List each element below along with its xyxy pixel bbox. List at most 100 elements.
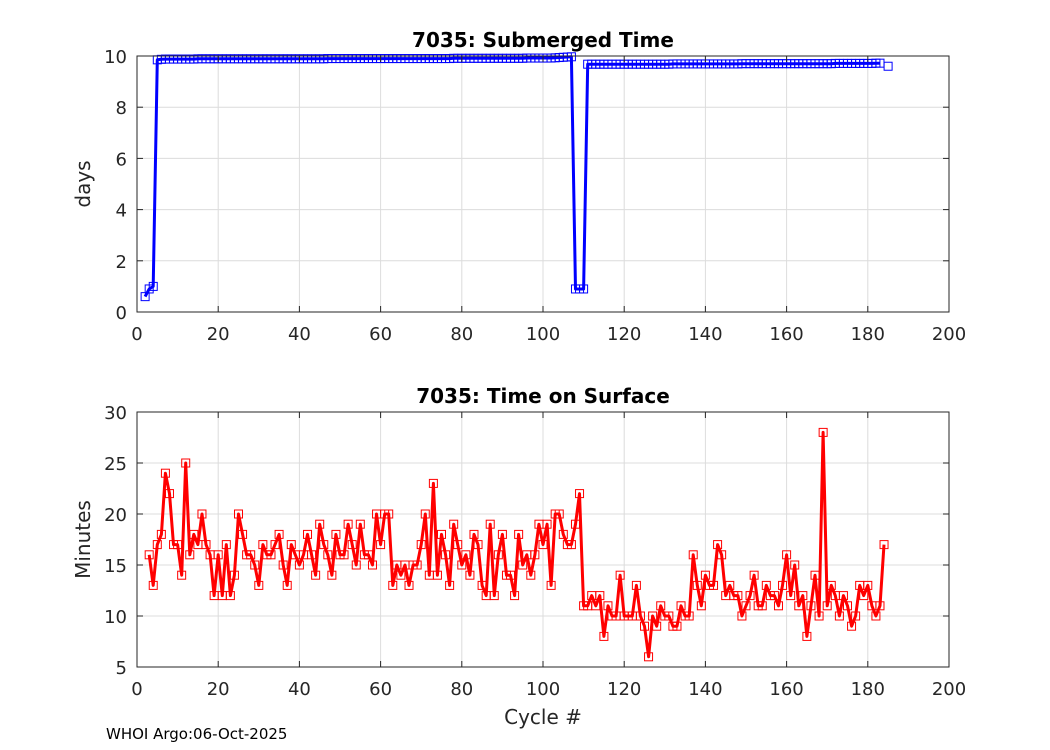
data-point: [851, 611, 861, 621]
data-point: [838, 591, 848, 601]
data-point: [834, 611, 844, 621]
x-tick-label: 100: [526, 679, 560, 700]
data-point: [802, 631, 812, 641]
data-point: [221, 540, 231, 550]
data-point: [469, 529, 479, 539]
data-point: [355, 519, 365, 529]
data-point: [319, 540, 329, 550]
data-point: [530, 550, 540, 560]
y-tick-label: 0: [116, 303, 127, 324]
x-tick-label: 180: [851, 679, 885, 700]
data-point: [274, 529, 284, 539]
data-point: [635, 611, 645, 621]
data-point: [566, 540, 576, 550]
data-point: [363, 550, 373, 560]
data-point: [246, 550, 256, 560]
data-point: [652, 621, 662, 631]
y-tick-label: 10: [104, 607, 127, 628]
data-point: [558, 529, 568, 539]
data-point: [307, 550, 317, 560]
data-point: [420, 509, 430, 519]
data-point: [152, 540, 162, 550]
data-point: [234, 509, 243, 519]
data-point: [225, 591, 235, 601]
data-point: [303, 529, 313, 539]
y-tick-label: 2: [116, 252, 127, 273]
data-point: [388, 580, 398, 590]
data-point: [473, 540, 483, 550]
data-point: [384, 509, 394, 519]
data-point: [185, 550, 195, 560]
data-point: [441, 550, 451, 560]
data-point: [148, 281, 158, 291]
x-tick-label: 120: [607, 324, 641, 345]
data-point: [294, 560, 304, 570]
data-point: [347, 540, 357, 550]
data-point: [883, 61, 893, 71]
y-tick-label: 10: [104, 47, 127, 68]
data-point: [591, 601, 601, 611]
y-tick-label: 5: [116, 658, 127, 679]
data-point: [201, 540, 211, 550]
data-point: [416, 540, 426, 550]
data-point: [270, 540, 280, 550]
data-point: [859, 591, 869, 601]
data-point: [814, 611, 824, 621]
x-tick-label: 200: [932, 679, 966, 700]
data-point: [518, 560, 528, 570]
data-point: [282, 580, 292, 590]
chart-2: 0 20 40 60 80 100 120 140 160 180 200 5 10 15 20 25 30 70…: [71, 384, 966, 729]
data-point: [603, 601, 613, 611]
data-point: [546, 580, 556, 590]
x-tick-label: 60: [369, 679, 392, 700]
data-point: [428, 478, 438, 488]
data-point: [315, 519, 325, 529]
chart-1: 0 20 40 60 80 100 120 140 160 180 200 0 2 4 6 8 10 7035: …: [71, 28, 966, 345]
data-point: [717, 550, 727, 560]
data-point: [160, 468, 170, 478]
x-tick-label: 140: [688, 679, 722, 700]
data-point: [595, 591, 605, 601]
data-point: [457, 560, 467, 570]
data-point: [477, 580, 487, 590]
data-point: [278, 560, 288, 570]
y-tick-label: 15: [104, 556, 127, 577]
chart-title: 7035: Time on Surface: [416, 384, 670, 408]
data-point: [323, 550, 333, 560]
data-point: [404, 580, 414, 590]
data-point: [570, 519, 580, 529]
data-point: [432, 570, 442, 580]
data-point: [173, 540, 183, 550]
data-point: [688, 550, 698, 560]
data-point: [351, 560, 361, 570]
data-point: [692, 580, 702, 590]
data-point: [684, 611, 694, 621]
x-tick-label: 160: [769, 324, 803, 345]
data-point: [745, 591, 755, 601]
y-tick-label: 8: [116, 98, 127, 119]
data-point: [493, 550, 503, 560]
x-axis-label: Cycle #: [504, 705, 582, 729]
data-point: [311, 570, 321, 580]
data-point: [396, 570, 406, 580]
data-point: [733, 591, 743, 601]
data-point: [672, 621, 682, 631]
data-point: [238, 529, 248, 539]
data-point: [575, 489, 585, 499]
data-point: [254, 580, 264, 590]
data-point: [847, 621, 857, 631]
data-point: [189, 529, 199, 539]
data-point: [798, 591, 808, 601]
data-point: [709, 580, 719, 590]
data-point: [437, 529, 446, 539]
x-tick-label: 80: [450, 324, 473, 345]
data-point: [769, 591, 779, 601]
data-point: [778, 580, 788, 590]
data-point: [640, 621, 649, 631]
data-point: [445, 580, 455, 590]
series-line: [143, 55, 880, 298]
x-tick-label: 200: [932, 324, 966, 345]
y-axis-label: days: [71, 160, 95, 207]
data-point: [526, 570, 536, 580]
data-point: [843, 601, 852, 611]
